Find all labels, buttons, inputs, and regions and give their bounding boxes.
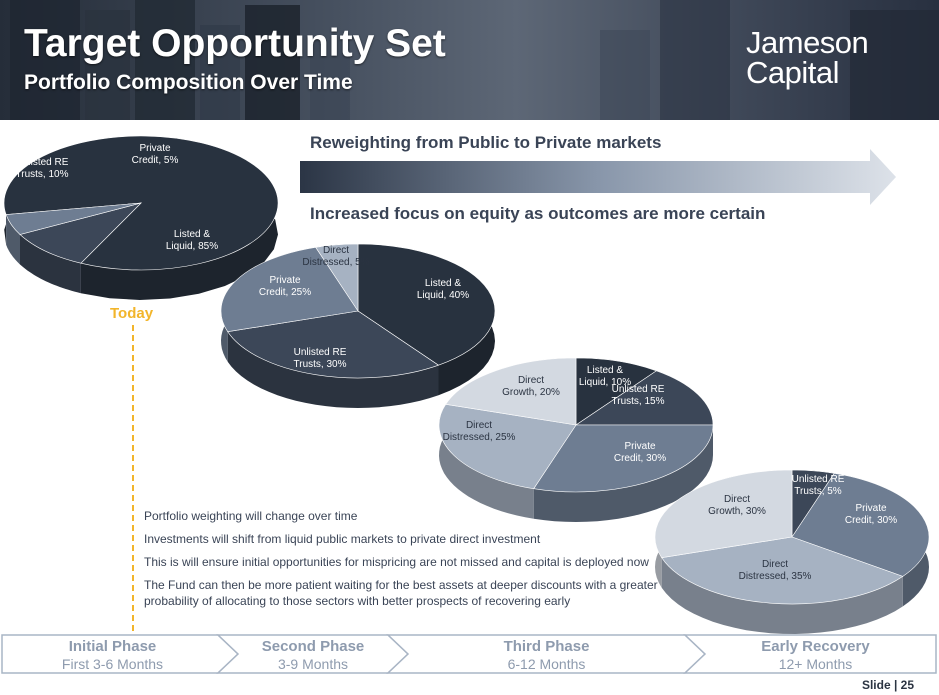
phase-title: Third Phase bbox=[503, 638, 590, 655]
phase-duration: First 3-6 Months bbox=[61, 656, 164, 672]
phase-initial: Initial Phase First 3-6 Months bbox=[0, 633, 225, 675]
pie-slice-label: Direct Distressed, 25% bbox=[443, 420, 516, 443]
pie-chart-second-phase: Listed & Liquid, 40% Unlisted RE Trusts, 30… bbox=[220, 243, 496, 408]
phase-title: Second Phase bbox=[261, 638, 365, 655]
pie-slice-label: Direct Distressed, 35% bbox=[739, 559, 812, 582]
pie-chart-today: Listed & Liquid, 85% Unlisted RE Trusts, 10… bbox=[3, 135, 279, 300]
gradient-arrow-icon bbox=[300, 149, 896, 205]
phase-second: Second Phase 3-9 Months bbox=[228, 633, 398, 675]
pie-slice-label: Direct Growth, 30% bbox=[708, 494, 766, 517]
pie-slice-label: Listed & Liquid, 10% bbox=[579, 365, 631, 388]
pie-slice-label: Private Credit, 25% bbox=[259, 275, 311, 298]
pie-slice bbox=[661, 536, 904, 605]
pie-slice-label: Unlisted RE Trusts, 10% bbox=[16, 157, 69, 180]
pie-slice bbox=[575, 357, 658, 426]
pie-slice-side bbox=[533, 425, 713, 522]
pie-slice-side bbox=[661, 557, 903, 634]
pie-slice bbox=[227, 310, 440, 379]
phase-duration: 6-12 Months bbox=[507, 656, 586, 672]
pie-slice bbox=[654, 469, 793, 559]
pie-slice-label: Direct Growth, 20% bbox=[502, 375, 560, 398]
pie-chart-early-recovery: Unlisted RE Trusts, 5%Private Credit, 30% D… bbox=[654, 469, 930, 634]
header-banner: Target Opportunity Set Portfolio Composi… bbox=[0, 0, 939, 120]
phase-duration: 12+ Months bbox=[778, 656, 853, 672]
pie-slice-label: Private Credit, 30% bbox=[845, 503, 897, 526]
phase-third: Third Phase 6-12 Months bbox=[398, 633, 695, 675]
logo-line-2: Capital bbox=[746, 55, 840, 90]
pie-slice-side bbox=[20, 234, 81, 294]
phase-duration: 3-9 Months bbox=[277, 656, 349, 672]
pie-slice bbox=[791, 472, 930, 577]
today-timeline-line bbox=[132, 325, 134, 631]
pie-slice bbox=[357, 243, 496, 366]
page-title: Target Opportunity Set bbox=[24, 22, 446, 65]
bullet-item: This is will ensure initial opportunitie… bbox=[144, 555, 649, 569]
today-label: Today bbox=[110, 305, 154, 322]
bullet-list: Portfolio weighting will change over tim… bbox=[144, 508, 664, 616]
pie-slice bbox=[438, 403, 577, 490]
pie-slice-label: Listed & Liquid, 85% bbox=[166, 229, 218, 252]
pie-slice-label: Private Credit, 30% bbox=[614, 441, 666, 464]
phase-chevron-recovery bbox=[683, 634, 937, 674]
bullet-item: Investments will shift from liquid publi… bbox=[144, 532, 541, 546]
pie-slice-label: Unlisted RE Trusts, 30% bbox=[294, 347, 347, 370]
bullet-item: The Fund can then be more patient waitin… bbox=[144, 578, 658, 608]
pie-slice bbox=[445, 357, 577, 426]
pie-slice bbox=[575, 370, 714, 426]
pie-slice-label: Listed & Liquid, 40% bbox=[417, 278, 469, 301]
phase-chevrons bbox=[1, 634, 937, 674]
bullet-item: Portfolio weighting will change over tim… bbox=[144, 509, 358, 523]
pie-slice-side bbox=[439, 404, 534, 519]
phase-timeline: Initial Phase First 3-6 Months Second Ph… bbox=[0, 633, 939, 675]
pie-slice bbox=[5, 202, 142, 235]
pie-slice-label: Direct Distressed, 5% bbox=[302, 245, 369, 268]
equity-focus-heading: Increased focus on equity as outcomes ar… bbox=[310, 204, 766, 223]
pie-slice bbox=[533, 424, 714, 493]
slide-number: Slide | 25 bbox=[861, 678, 914, 692]
page-subtitle: Portfolio Composition Over Time bbox=[24, 71, 353, 94]
logo-line-1: Jameson bbox=[746, 25, 869, 60]
pie-slice bbox=[220, 246, 359, 333]
phase-early-recovery: Early Recovery 12+ Months bbox=[695, 633, 936, 675]
pie-slice-side bbox=[227, 331, 439, 408]
pie-slice-label: Private Credit, 5% bbox=[132, 143, 179, 166]
pie-slice-side bbox=[6, 214, 20, 265]
pie-slice bbox=[315, 243, 359, 312]
phase-title: Early Recovery bbox=[761, 638, 870, 655]
city-skyline-image bbox=[0, 0, 939, 120]
pie-chart-third-phase: Listed & Liquid, 10%Unlisted RE Trusts, 15… bbox=[438, 357, 714, 522]
phase-title: Initial Phase bbox=[68, 638, 157, 655]
reweighting-heading: Reweighting from Public to Private marke… bbox=[310, 133, 662, 152]
company-logo: Jameson Capital bbox=[746, 25, 869, 90]
pie-slice bbox=[19, 202, 142, 264]
pie-slice-label: Unlisted RE Trusts, 15% bbox=[612, 384, 665, 407]
pie-slice-label: Unlisted RE Trusts, 5% bbox=[792, 474, 845, 497]
